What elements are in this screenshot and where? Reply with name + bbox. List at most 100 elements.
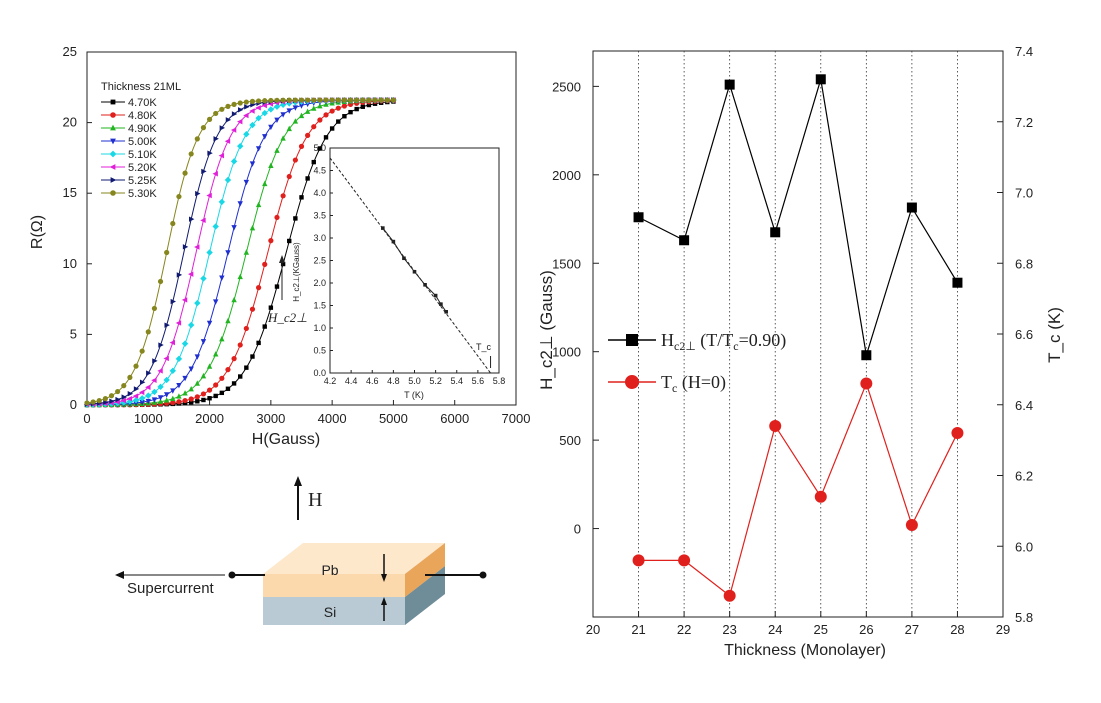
resistance-point — [188, 400, 194, 405]
left-x-tick-label: 2000 — [195, 411, 224, 426]
resistance-point — [268, 97, 274, 104]
resistance-point — [176, 399, 182, 405]
inset-y-tick-label: 2.5 — [313, 256, 326, 266]
right-x-tick-label: 20 — [586, 622, 600, 637]
inset-x-axis-label: T (K) — [404, 390, 424, 400]
resistance-point — [237, 142, 244, 150]
resistance-point — [163, 392, 170, 398]
inset-x-tick-label: 5.2 — [429, 376, 442, 386]
right-left-y-tick-label: 1000 — [552, 345, 581, 360]
resistance-point — [176, 382, 182, 389]
resistance-point — [145, 329, 151, 335]
resistance-point — [194, 244, 200, 250]
right-left-y-tick-label: 2000 — [552, 168, 581, 183]
resistance-point — [200, 125, 207, 131]
resistance-point — [336, 119, 341, 124]
resistance-point — [304, 108, 311, 114]
left-x-tick-label: 4000 — [318, 411, 347, 426]
resistance-point — [182, 397, 188, 404]
resistance-point — [317, 97, 323, 103]
resistance-point — [181, 340, 189, 347]
resistance-point — [158, 342, 164, 348]
resistance-point — [195, 399, 200, 404]
inset-y-axis-label: H_c2⊥(KGauss) — [292, 242, 301, 302]
resistance-point — [250, 354, 255, 359]
resistance-point — [157, 278, 164, 285]
left-x-tick-label: 3000 — [256, 411, 285, 426]
left-x-axis-label: H(Gauss) — [252, 431, 320, 448]
legend-label: 4.70K — [128, 97, 157, 109]
inset-x-tick-label: 5.8 — [493, 376, 506, 386]
resistance-point — [151, 397, 158, 403]
legend-marker — [110, 112, 116, 118]
right-left-y-tick-label: 1500 — [552, 256, 581, 271]
resistance-point — [181, 297, 188, 303]
resistance-point — [157, 368, 163, 374]
right-x-tick-label: 21 — [631, 622, 645, 637]
right-right-y-tick-label: 5.8 — [1015, 610, 1033, 625]
resistance-point — [292, 118, 299, 124]
tc-data-point — [905, 519, 918, 532]
resistance-point — [170, 388, 176, 394]
right-contact — [479, 571, 487, 579]
resistance-point — [201, 168, 207, 175]
hc2-data-point — [815, 74, 826, 85]
right-right-y-tick-label: 7.4 — [1015, 44, 1033, 59]
resistance-point — [243, 179, 250, 186]
resistance-point — [151, 388, 158, 396]
resistance-point — [182, 390, 188, 396]
inset-data-point — [423, 283, 427, 287]
left-y-tick-label: 10 — [63, 256, 77, 271]
resistance-point — [378, 97, 384, 103]
resistance-point — [225, 386, 231, 391]
resistance-point — [224, 138, 231, 144]
resistance-point — [207, 396, 212, 401]
resistance-point — [249, 224, 256, 231]
resistance-point — [108, 393, 115, 399]
resistance-point — [249, 161, 256, 167]
resistance-point — [262, 180, 268, 187]
resistance-point — [231, 296, 237, 303]
left-x-tick-label: 5000 — [379, 411, 408, 426]
resistance-point — [230, 158, 238, 165]
inset-y-tick-label: 3.0 — [313, 233, 326, 243]
hc2-and-tc-vs-thickness-plot: 20 21 22 23 24 25 26 27 28 29 0 500 1000 1500 2000 250… — [537, 44, 1064, 659]
resistance-point — [262, 261, 268, 267]
resistance-point — [305, 132, 311, 138]
resistance-point — [201, 397, 206, 403]
resistance-point — [323, 97, 329, 103]
resistance-point — [206, 320, 213, 327]
inset-data-point — [433, 293, 438, 298]
resistance-point — [255, 146, 262, 152]
pb-thickness-arrowhead-down — [381, 574, 387, 582]
legend-marker — [109, 150, 117, 158]
inset-y-tick-label: 0.5 — [313, 346, 326, 356]
resistance-point — [206, 192, 212, 199]
resistance-point — [145, 384, 151, 390]
resistance-point — [187, 271, 194, 277]
right-x-tick-label: 25 — [814, 622, 828, 637]
resistance-point — [127, 374, 133, 381]
resistance-point — [268, 162, 274, 169]
resistance-point — [279, 101, 287, 108]
resistance-point — [298, 112, 305, 119]
right-x-tick-label: 24 — [768, 622, 782, 637]
resistance-point — [115, 388, 121, 395]
resistance-point — [206, 249, 213, 256]
resistance-point — [138, 395, 146, 402]
legend-tc-label: Tc (H=0) — [661, 372, 726, 395]
left-y-tick-label: 5 — [70, 326, 77, 341]
hc2-data-point — [770, 227, 781, 238]
resistance-point — [243, 249, 250, 255]
right-x-tick-label: 22 — [677, 622, 691, 637]
inset-y-tick-label: 1.5 — [313, 301, 326, 311]
resistance-point — [206, 387, 213, 393]
resistance-point — [170, 400, 176, 406]
resistance-point — [237, 100, 243, 106]
resistance-point — [194, 299, 201, 307]
resistance-point — [213, 351, 219, 357]
resistance-point — [225, 250, 231, 256]
resistance-point — [243, 112, 249, 119]
resistance-point — [225, 367, 231, 373]
